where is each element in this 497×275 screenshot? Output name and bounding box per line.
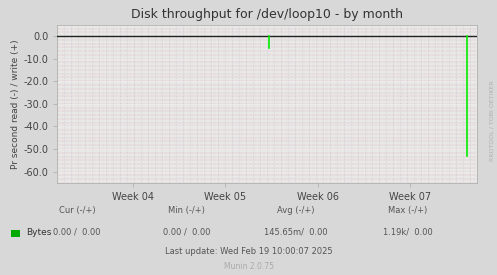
Text: 0.00 /  0.00: 0.00 / 0.00 [163, 228, 210, 237]
Text: 0.00 /  0.00: 0.00 / 0.00 [53, 228, 101, 237]
Text: Munin 2.0.75: Munin 2.0.75 [224, 262, 273, 271]
Text: 1.19k/  0.00: 1.19k/ 0.00 [383, 228, 432, 237]
Text: Avg (-/+): Avg (-/+) [277, 206, 315, 215]
Text: Max (-/+): Max (-/+) [388, 206, 427, 215]
Text: Last update: Wed Feb 19 10:00:07 2025: Last update: Wed Feb 19 10:00:07 2025 [165, 247, 332, 256]
Y-axis label: Pr second read (-) / write (+): Pr second read (-) / write (+) [11, 39, 20, 169]
Title: Disk throughput for /dev/loop10 - by month: Disk throughput for /dev/loop10 - by mon… [131, 8, 403, 21]
Text: Bytes: Bytes [26, 228, 51, 237]
Text: Min (-/+): Min (-/+) [168, 206, 205, 215]
Text: 145.65m/  0.00: 145.65m/ 0.00 [264, 228, 328, 237]
Text: Cur (-/+): Cur (-/+) [59, 206, 95, 215]
Text: RRDTOOL / TOBI OETIKER: RRDTOOL / TOBI OETIKER [490, 81, 495, 161]
